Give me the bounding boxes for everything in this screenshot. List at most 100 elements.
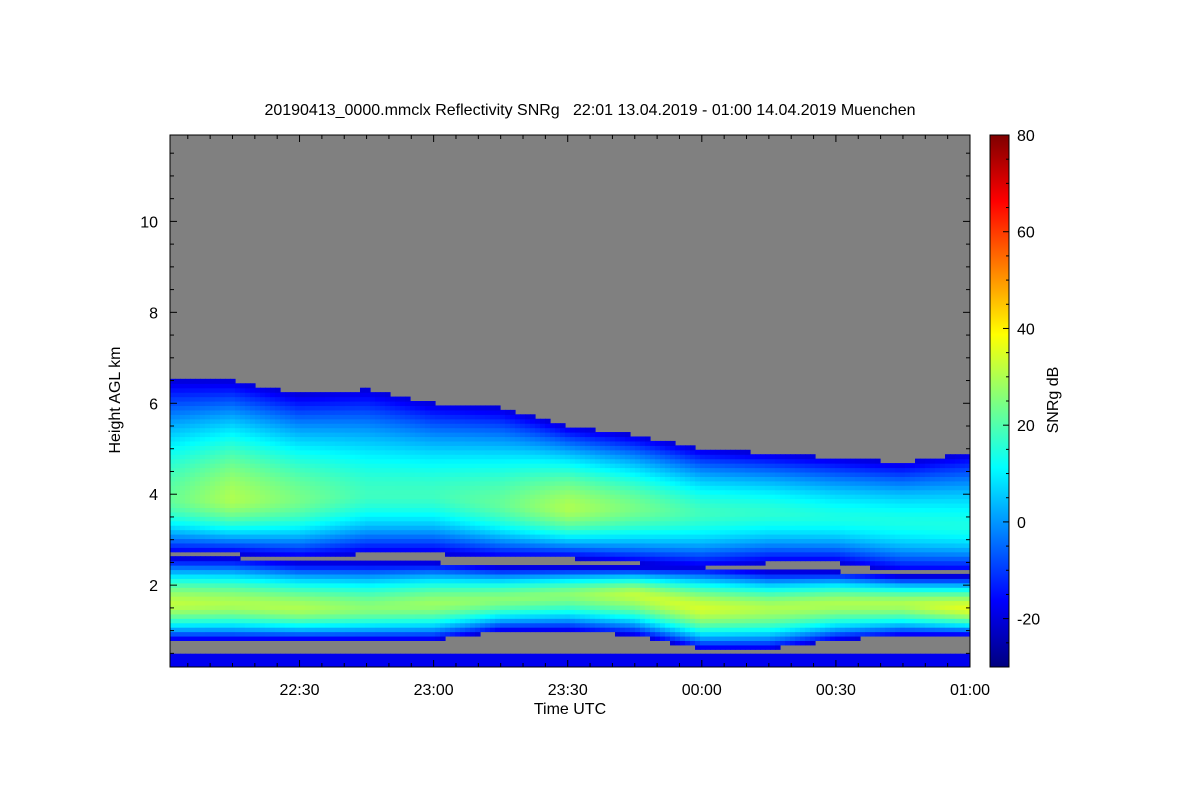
heatmap-cell (255, 653, 261, 659)
heatmap-cell (290, 476, 296, 482)
heatmap-cell (450, 511, 456, 517)
heatmap-cell (530, 507, 536, 513)
heatmap-cell (570, 596, 576, 602)
heatmap-cell (550, 653, 556, 659)
heatmap-cell (200, 502, 206, 508)
heatmap-cell (555, 569, 561, 575)
heatmap-cell (295, 449, 301, 455)
heatmap-cell (280, 467, 286, 473)
heatmap-cell (340, 458, 346, 464)
heatmap-cell (195, 409, 201, 415)
heatmap-cell (580, 516, 586, 522)
heatmap-cell (325, 511, 331, 517)
heatmap-cell (380, 454, 386, 460)
heatmap-cell (315, 635, 321, 641)
heatmap-cell (335, 591, 341, 597)
heatmap-cell (455, 604, 461, 610)
heatmap-cell (535, 596, 541, 602)
heatmap-cell (455, 445, 461, 451)
heatmap-cell (350, 578, 356, 584)
heatmap-cell (290, 534, 296, 540)
heatmap-cell (325, 613, 331, 619)
heatmap-cell (175, 440, 181, 446)
heatmap-cell (615, 542, 621, 548)
heatmap-cell (310, 440, 316, 446)
heatmap-cell (590, 458, 596, 464)
heatmap-cell (595, 662, 601, 667)
heatmap-cell (200, 587, 206, 593)
heatmap-cell (365, 489, 371, 495)
heatmap-cell (615, 587, 621, 593)
heatmap-cell (435, 631, 441, 637)
heatmap-cell (595, 613, 601, 619)
heatmap-cell (185, 529, 191, 535)
heatmap-cell (385, 458, 391, 464)
heatmap-cell (315, 502, 321, 508)
heatmap-cell (170, 467, 176, 473)
heatmap-cell (385, 405, 391, 411)
heatmap-cell (320, 627, 326, 633)
heatmap-cell (535, 445, 541, 451)
heatmap-cell (600, 613, 606, 619)
heatmap-cell (245, 516, 251, 522)
heatmap-cell (455, 489, 461, 495)
heatmap-cell (350, 569, 356, 575)
heatmap-cell (230, 600, 236, 606)
heatmap-cell (465, 471, 471, 477)
heatmap-cell (280, 551, 286, 557)
heatmap-cell (525, 600, 531, 606)
heatmap-cell (200, 573, 206, 579)
heatmap-cell (365, 569, 371, 575)
heatmap-cell (245, 507, 251, 513)
heatmap-cell (550, 578, 556, 584)
heatmap-cell (495, 409, 501, 415)
heatmap-cell (380, 436, 386, 442)
heatmap-cell (170, 587, 176, 593)
heatmap-cell (405, 502, 411, 508)
heatmap-cell (285, 565, 291, 571)
heatmap-cell (560, 494, 566, 500)
heatmap-cell (295, 409, 301, 415)
heatmap-cell (595, 600, 601, 606)
heatmap-cell (585, 622, 591, 628)
heatmap-cell (195, 547, 201, 553)
heatmap-cell (410, 502, 416, 508)
heatmap-cell (260, 613, 266, 619)
heatmap-cell (535, 463, 541, 469)
heatmap-cell (530, 458, 536, 464)
heatmap-cell (295, 551, 301, 557)
heatmap-cell (250, 573, 256, 579)
heatmap-cell (320, 578, 326, 584)
heatmap-cell (600, 458, 606, 464)
heatmap-cell (175, 587, 181, 593)
heatmap-cell (355, 476, 361, 482)
heatmap-cell (295, 565, 301, 571)
heatmap-cell (225, 476, 231, 482)
heatmap-cell (180, 591, 186, 597)
heatmap-cell (275, 578, 281, 584)
heatmap-cell (330, 436, 336, 442)
heatmap-cell (590, 489, 596, 495)
heatmap-cell (310, 622, 316, 628)
heatmap-cell (430, 409, 436, 415)
heatmap-cell (450, 516, 456, 522)
heatmap-cell (335, 635, 341, 641)
heatmap-cell (310, 476, 316, 482)
heatmap-cell (360, 387, 366, 393)
heatmap-cell (330, 427, 336, 433)
heatmap-cell (510, 498, 516, 504)
heatmap-cell (210, 511, 216, 517)
heatmap-cell (200, 591, 206, 597)
heatmap-cell (480, 423, 486, 429)
heatmap-cell (485, 471, 491, 477)
heatmap-cell (460, 463, 466, 469)
heatmap-cell (530, 596, 536, 602)
heatmap-cell (235, 440, 241, 446)
heatmap-cell (210, 569, 216, 575)
heatmap-cell (315, 560, 321, 566)
heatmap-cell (445, 485, 451, 491)
heatmap-cell (275, 392, 281, 398)
heatmap-cell (215, 627, 221, 633)
heatmap-cell (340, 423, 346, 429)
heatmap-cell (605, 463, 611, 469)
